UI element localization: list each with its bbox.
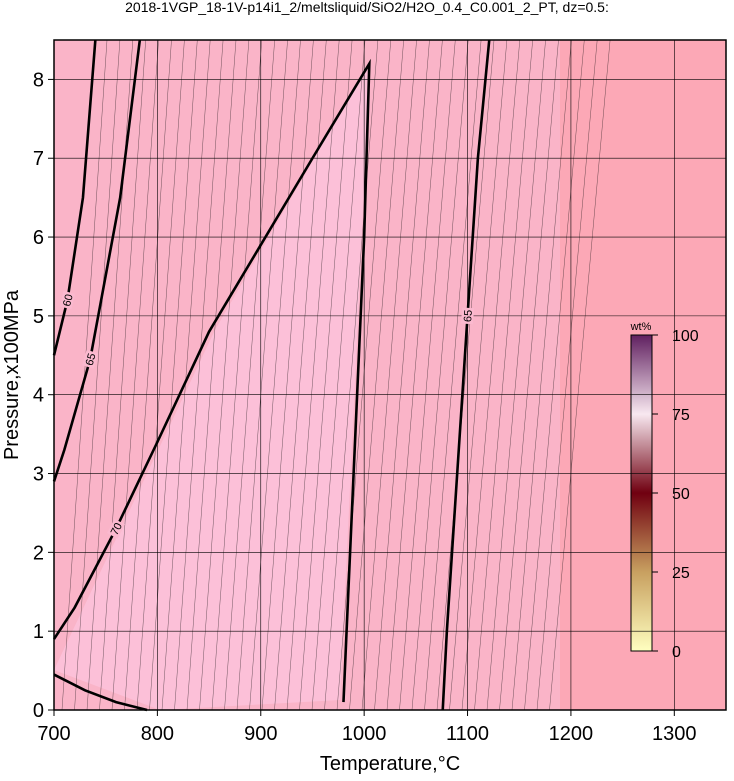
x-tick-label: 800 [141,723,174,745]
thin-contour [111,39,159,711]
thin-contour [124,39,172,711]
thin-contour [524,39,585,711]
thin-contour [224,39,275,711]
x-tick-label: 700 [37,723,70,745]
thin-contour [74,39,121,711]
thin-contour [286,39,340,711]
contour-label-bg [82,349,99,369]
y-tick-label: 2 [33,542,44,564]
thin-contour [261,39,314,711]
x-tick-label: 1100 [446,723,489,745]
thin-contour [186,39,237,711]
thin-contour [249,39,301,711]
thin-contour [424,39,482,711]
x-tick-label: 900 [244,723,277,745]
y-tick-label: 6 [33,227,44,249]
contour-label: 60 [61,293,76,308]
thin-contour [236,39,288,711]
thin-contour [174,39,224,711]
colorbar-tick-label: 25 [672,565,690,582]
contour-label: 65 [462,309,475,322]
contour-line [441,39,491,711]
thin-contour [99,39,146,711]
plot-background-inner [54,62,370,710]
y-tick-label: 3 [33,464,44,486]
contour-label: 65 [84,352,99,367]
y-axis-label: Pressure,x100MPa [1,289,23,460]
colorbar-label: wt% [630,321,652,333]
contour-label: 70 [109,521,125,537]
colorbar-tick-label: 75 [672,407,690,424]
thin-contour [411,39,469,711]
thin-contour [299,39,353,711]
colorbar-tick-label: 50 [672,486,690,503]
thin-contour [449,39,508,711]
x-tick-label: 1200 [549,723,594,745]
thin-contour [511,39,572,711]
contour-line [52,39,97,356]
thin-contour [361,39,417,711]
thin-contour [486,39,546,711]
thin-contour [374,39,430,711]
y-tick-label: 7 [33,148,44,170]
thin-contour [549,39,611,711]
thin-contour [211,39,263,711]
thin-contour [474,39,533,711]
contour-line [52,58,371,712]
contour-label-bg [59,290,76,310]
thin-contour [536,39,598,711]
thin-contour [461,39,521,711]
chart-title: 2018-1VGP_18-1V-p14i1_2/meltsliquid/SiO2… [125,0,609,15]
thin-contour [311,39,366,711]
y-tick-label: 5 [33,306,44,328]
colorbar-tick-label: 100 [672,328,699,345]
x-axis-label: Temperature,°C [320,753,460,775]
contour-label-bg [461,307,475,325]
thin-contours [61,39,611,711]
thin-contour [436,39,495,711]
colorbar-tick-label: 0 [672,644,681,661]
contour-label-bg [107,518,126,539]
x-tick-label: 1000 [342,723,387,745]
thin-contour [399,39,456,711]
thin-contour [161,39,211,711]
colorbar [630,334,653,652]
thin-contour [324,39,379,711]
y-tick-label: 1 [33,621,44,643]
thin-contour [499,39,559,711]
thin-contour [136,39,185,711]
thin-contour [386,39,443,711]
y-tick-label: 0 [33,700,44,722]
y-tick-label: 4 [33,385,44,407]
y-tick-label: 8 [33,69,44,91]
plot-frame [53,39,727,711]
thin-contour [199,39,250,711]
thin-contour [349,39,404,711]
x-tick-label: 1300 [652,723,697,745]
